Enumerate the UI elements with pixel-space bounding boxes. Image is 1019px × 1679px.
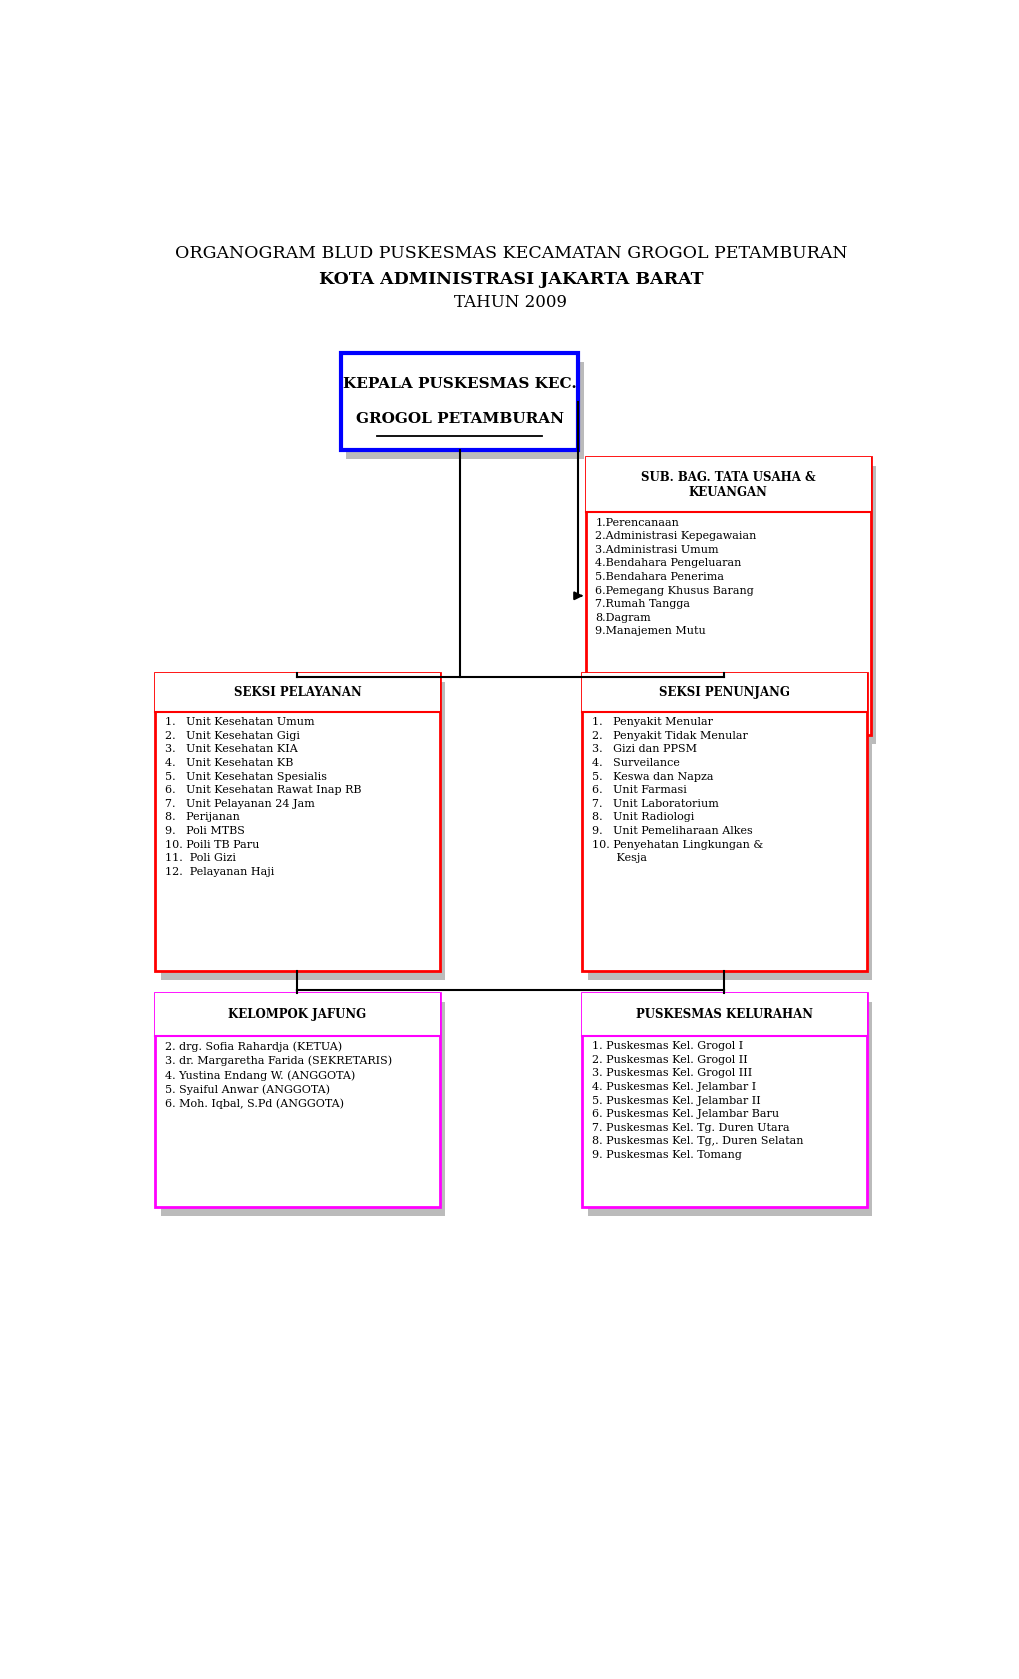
- Text: SEKSI PENUNJANG: SEKSI PENUNJANG: [658, 687, 789, 698]
- FancyBboxPatch shape: [582, 994, 866, 1036]
- Text: 1. Puskesmas Kel. Grogol I
2. Puskesmas Kel. Grogol II
3. Puskesmas Kel. Grogol : 1. Puskesmas Kel. Grogol I 2. Puskesmas …: [591, 1041, 802, 1160]
- FancyBboxPatch shape: [161, 1002, 445, 1216]
- Text: KOTA ADMINISTRASI JAKARTA BARAT: KOTA ADMINISTRASI JAKARTA BARAT: [318, 270, 702, 287]
- Text: 2. drg. Sofia Rahardja (KETUA)
3. dr. Margaretha Farida (SEKRETARIS)
4. Yustina : 2. drg. Sofia Rahardja (KETUA) 3. dr. Ma…: [164, 1041, 391, 1110]
- Text: ORGANOGRAM BLUD PUSKESMAS KECAMATAN GROGOL PETAMBURAN: ORGANOGRAM BLUD PUSKESMAS KECAMATAN GROG…: [174, 245, 847, 262]
- FancyBboxPatch shape: [155, 994, 439, 1036]
- FancyBboxPatch shape: [586, 457, 870, 735]
- Text: KEPALA PUSKESMAS KEC.: KEPALA PUSKESMAS KEC.: [342, 378, 576, 391]
- Text: 1.   Unit Kesehatan Umum
2.   Unit Kesehatan Gigi
3.   Unit Kesehatan KIA
4.   U: 1. Unit Kesehatan Umum 2. Unit Kesehatan…: [164, 717, 361, 876]
- Text: SUB. BAG. TATA USAHA &
KEUANGAN: SUB. BAG. TATA USAHA & KEUANGAN: [640, 470, 815, 499]
- FancyBboxPatch shape: [591, 465, 875, 744]
- Text: 1.   Penyakit Menular
2.   Penyakit Tidak Menular
3.   Gizi dan PPSM
4.   Survei: 1. Penyakit Menular 2. Penyakit Tidak Me…: [591, 717, 762, 863]
- FancyBboxPatch shape: [582, 673, 866, 970]
- Text: KELOMPOK JAFUNG: KELOMPOK JAFUNG: [228, 1007, 366, 1021]
- FancyBboxPatch shape: [161, 682, 445, 981]
- FancyBboxPatch shape: [155, 673, 439, 970]
- FancyBboxPatch shape: [582, 673, 866, 712]
- FancyBboxPatch shape: [582, 994, 866, 1207]
- Text: TAHUN 2009: TAHUN 2009: [453, 294, 567, 311]
- FancyBboxPatch shape: [155, 673, 439, 712]
- Text: SEKSI PELAYANAN: SEKSI PELAYANAN: [233, 687, 361, 698]
- FancyBboxPatch shape: [587, 682, 871, 981]
- Text: 1.Perencanaan
2.Administrasi Kepegawaian
3.Administrasi Umum
4.Bendahara Pengelu: 1.Perencanaan 2.Administrasi Kepegawaian…: [595, 517, 756, 636]
- Text: GROGOL PETAMBURAN: GROGOL PETAMBURAN: [356, 413, 562, 426]
- FancyBboxPatch shape: [586, 457, 870, 512]
- FancyBboxPatch shape: [587, 1002, 871, 1216]
- FancyBboxPatch shape: [340, 353, 578, 450]
- Text: PUSKESMAS KELURAHAN: PUSKESMAS KELURAHAN: [635, 1007, 812, 1021]
- FancyBboxPatch shape: [155, 994, 439, 1207]
- FancyBboxPatch shape: [346, 363, 583, 460]
